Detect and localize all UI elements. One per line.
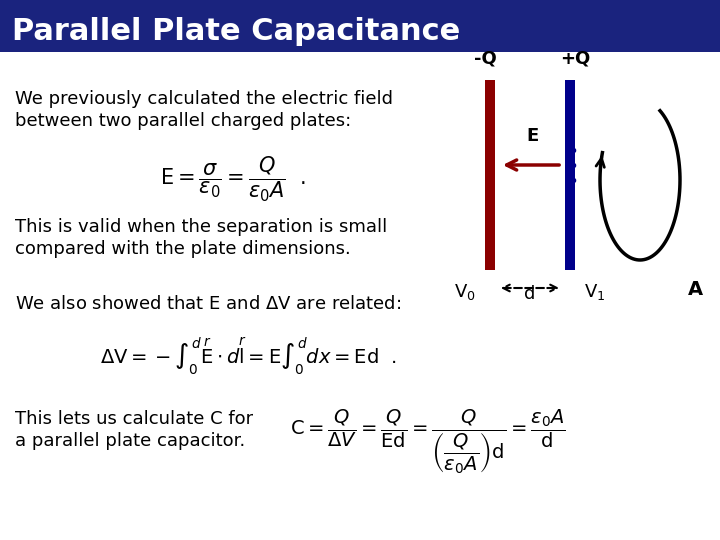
Text: E: E bbox=[526, 127, 538, 145]
Text: d: d bbox=[524, 285, 536, 303]
Text: Parallel Plate Capacitance: Parallel Plate Capacitance bbox=[12, 17, 460, 46]
FancyBboxPatch shape bbox=[485, 80, 495, 270]
FancyBboxPatch shape bbox=[565, 80, 575, 270]
Text: -Q: -Q bbox=[474, 50, 496, 68]
FancyBboxPatch shape bbox=[0, 0, 720, 52]
Text: $\mathrm{E} = \dfrac{\sigma}{\varepsilon_0} = \dfrac{Q}{\varepsilon_0 A}$  .: $\mathrm{E} = \dfrac{\sigma}{\varepsilon… bbox=[160, 155, 306, 204]
Text: a parallel plate capacitor.: a parallel plate capacitor. bbox=[15, 432, 246, 450]
Text: +Q: +Q bbox=[560, 50, 590, 68]
Text: A: A bbox=[688, 280, 703, 299]
Text: $\Delta\mathrm{V} = -\int_0^d \overset{r}{\mathrm{E}} \cdot d\overset{r}{\mathrm: $\Delta\mathrm{V} = -\int_0^d \overset{r… bbox=[100, 335, 397, 376]
Text: V$_1$: V$_1$ bbox=[584, 282, 606, 302]
Text: This lets us calculate C for: This lets us calculate C for bbox=[15, 410, 253, 428]
Text: $\mathrm{C} = \dfrac{Q}{\Delta V} = \dfrac{Q}{\mathrm{Ed}} = \dfrac{Q}{\left(\df: $\mathrm{C} = \dfrac{Q}{\Delta V} = \dfr… bbox=[290, 408, 566, 476]
Text: compared with the plate dimensions.: compared with the plate dimensions. bbox=[15, 240, 351, 258]
Text: V$_0$: V$_0$ bbox=[454, 282, 476, 302]
Text: This is valid when the separation is small: This is valid when the separation is sma… bbox=[15, 218, 387, 236]
Text: between two parallel charged plates:: between two parallel charged plates: bbox=[15, 112, 351, 130]
Text: We also showed that E and $\Delta$V are related:: We also showed that E and $\Delta$V are … bbox=[15, 295, 401, 313]
Text: We previously calculated the electric field: We previously calculated the electric fi… bbox=[15, 90, 393, 108]
